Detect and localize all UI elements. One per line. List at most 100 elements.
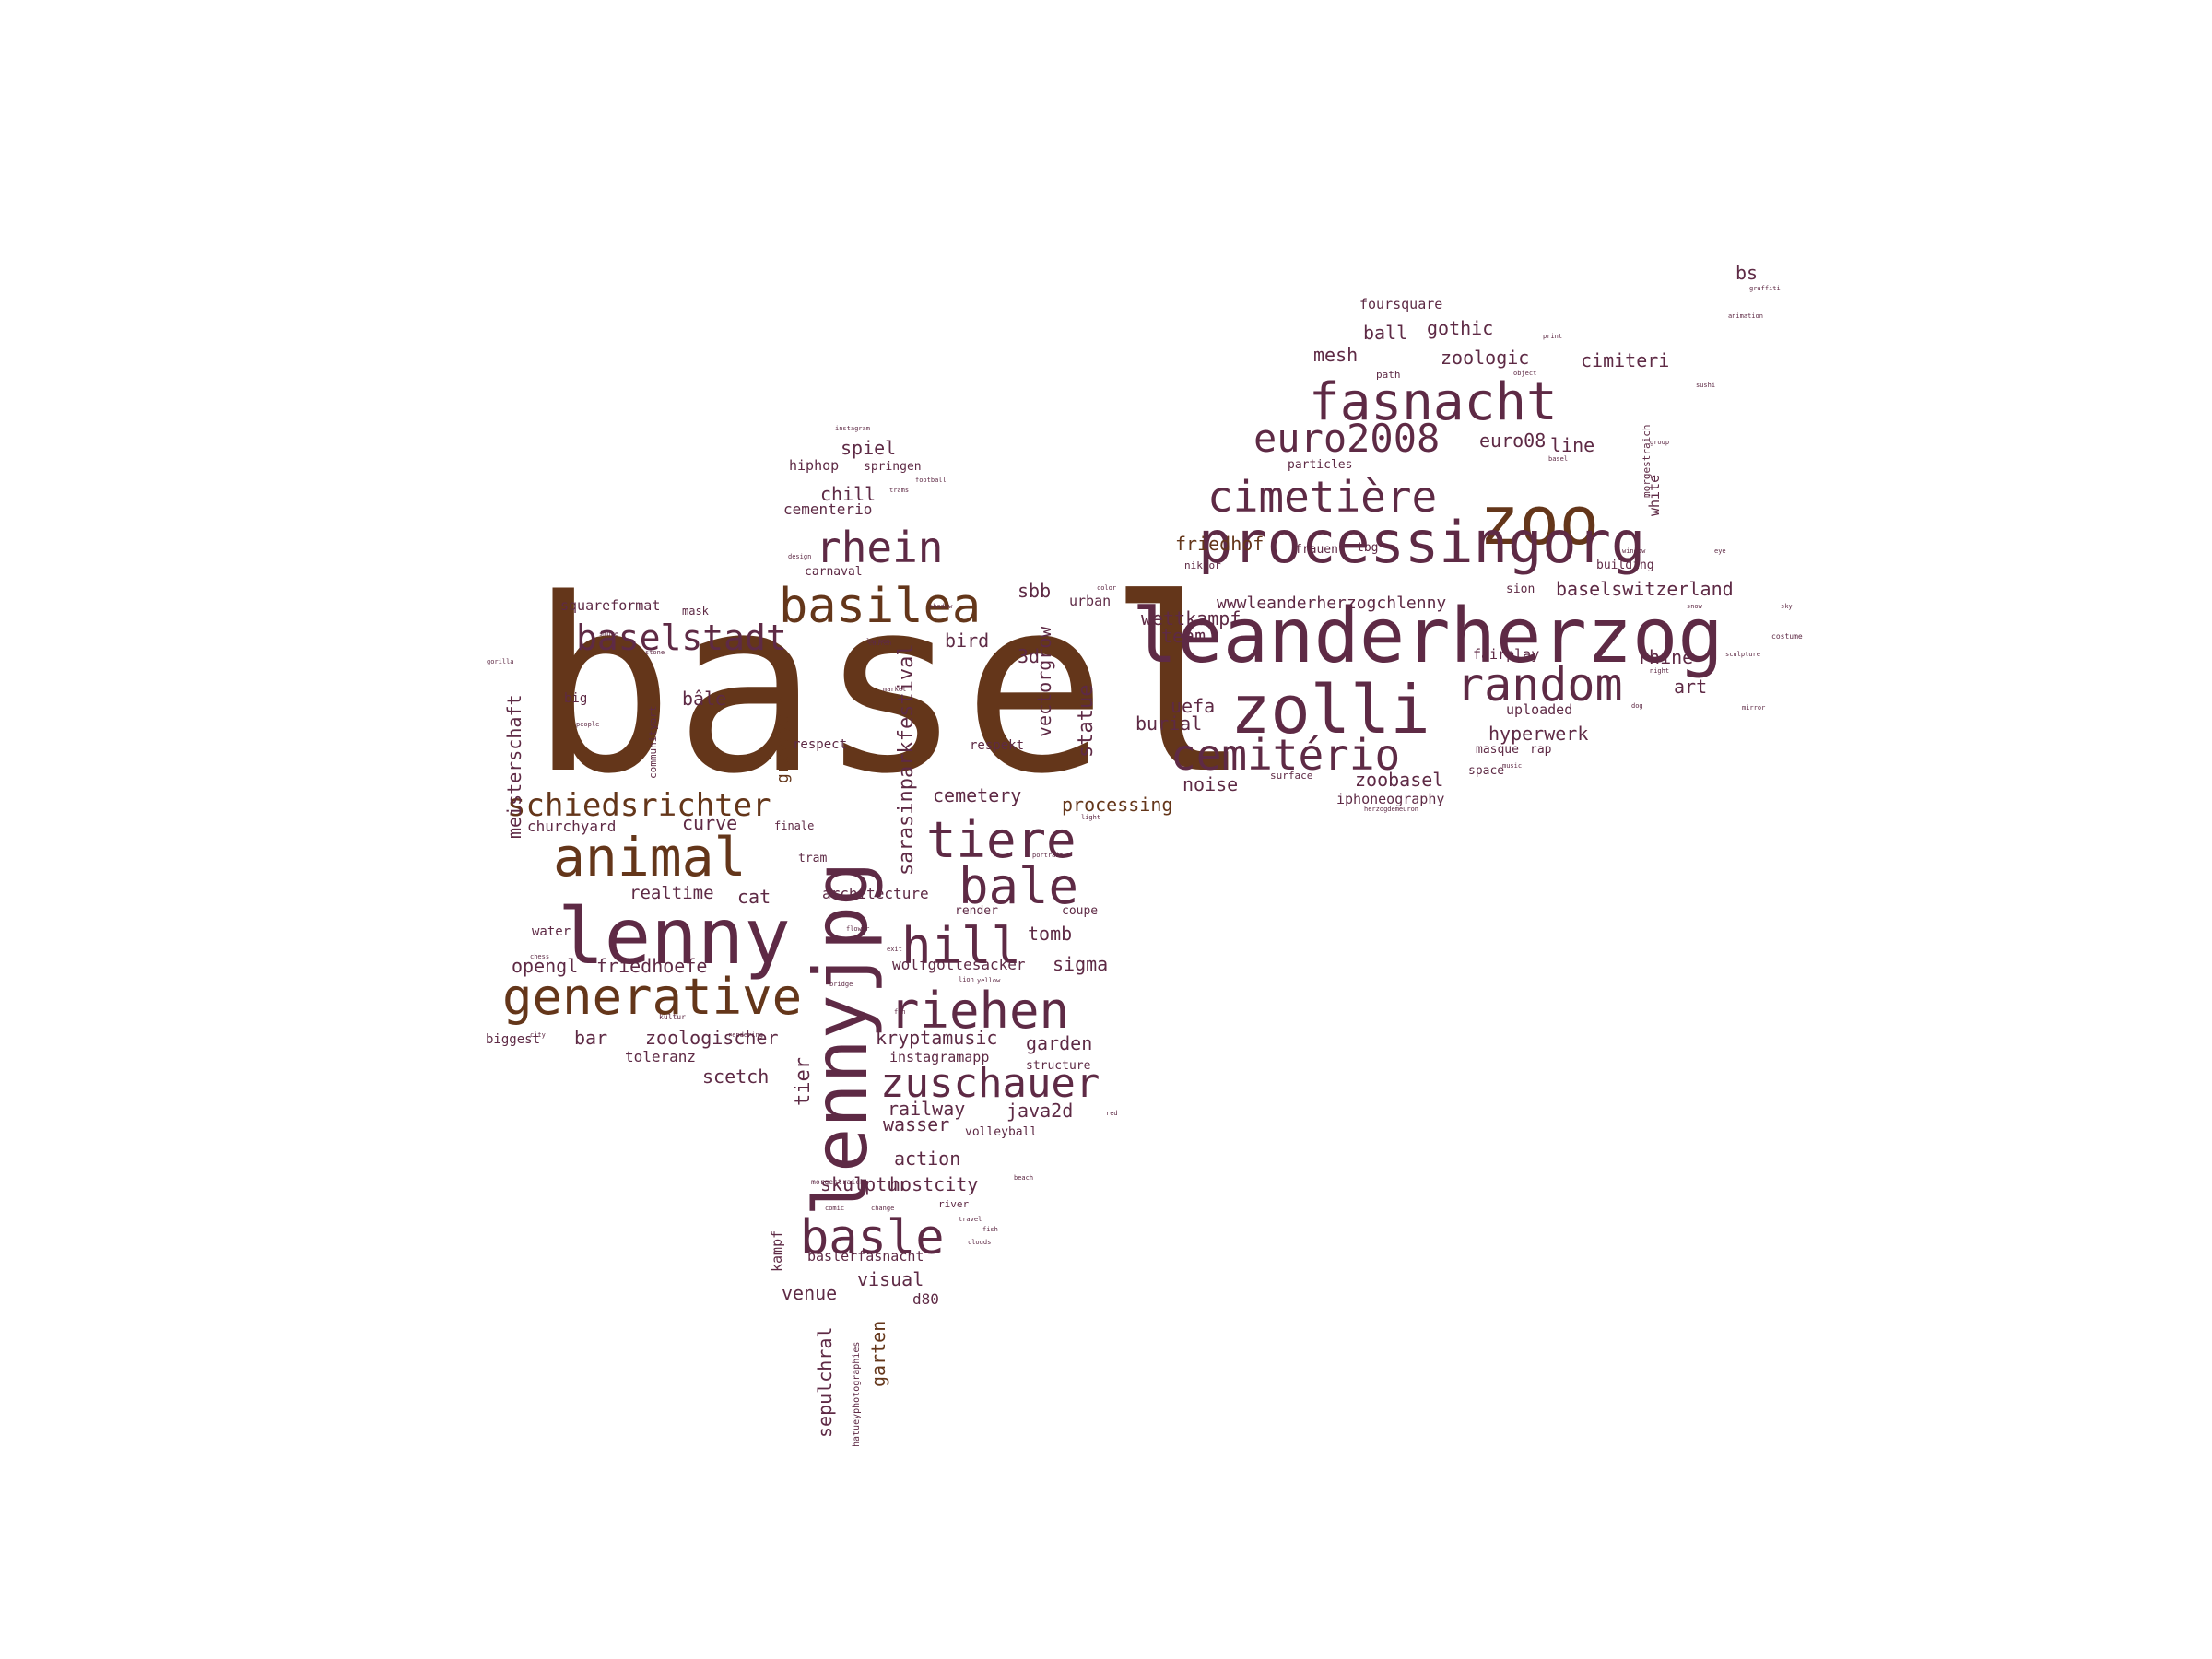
word-mask: mask [682,605,710,618]
word-costume: costume [1771,632,1803,641]
word-flower: flower [846,925,869,933]
word-kryptamusic: kryptamusic [876,1027,997,1049]
word-sarasinparkfestival: sarasinparkfestival [895,643,918,876]
word-scetch: scetch [702,1065,769,1088]
word-basel: basel [1548,455,1568,463]
word-surface: surface [1270,770,1312,782]
word-render: render [955,904,998,918]
word-smoke: smoke [599,630,618,638]
word-bar: bar [574,1027,607,1049]
word-football: football [915,477,947,484]
word-riehen: riehen [889,982,1069,1040]
word-baslerfasnacht: baslerfasnacht [807,1248,924,1265]
word-generative: generative [502,968,802,1026]
word-people: people [576,721,599,728]
word-sepulchral: sepulchral [814,1327,836,1438]
word-opengl: opengl [512,955,578,977]
word-instagram: instagram [835,425,870,432]
word-wettkampf: wettkampf [1141,607,1241,629]
word-baselstadt: baselstadt [576,618,787,658]
word-yellow: yellow [977,977,1001,984]
word-springen: springen [864,460,922,474]
word-tier: tier [792,1057,815,1106]
word-zoo: zoo [1479,482,1599,559]
word-zoologic: zoologic [1441,347,1529,369]
word-exit: exit [887,946,902,953]
word-fun: fun [894,1008,906,1016]
word-clouds: clouds [968,1239,991,1246]
word-respekt: respekt [970,738,1024,753]
word-venue: venue [782,1282,837,1304]
word-window: window [1622,547,1646,555]
word-lenny: lenny [558,891,791,982]
word-noise: noise [1182,773,1238,795]
word-chess: chess [530,953,549,960]
word-building: building [1596,559,1654,572]
word-zoobasel: zoobasel [1355,769,1443,791]
word-cat: cat [737,886,771,908]
word-processing: processing [1062,794,1172,816]
word-zoologischer: zoologischer [645,1027,779,1049]
word-chill: chill [820,483,876,505]
word-railway: railway [888,1098,965,1120]
word-euro2008: euro2008 [1253,416,1440,461]
word-spiel: spiel [841,437,896,459]
word-graveyard: graveyard [773,693,793,783]
word-sion: sion [1506,582,1535,596]
word-lion: lion [959,976,974,983]
word-carnaval: carnaval [805,565,863,579]
word-sushi: sushi [1696,382,1715,389]
word-ball: ball [1363,322,1407,344]
word-hill: hill [901,917,1021,975]
word-space: space [1468,764,1504,778]
word-squareformat: squareformat [560,597,660,614]
word-basel: basel [530,548,1252,827]
word-sigma: sigma [1053,953,1108,975]
word-shadow: shadow [929,603,953,610]
word-rhine: rhine [1638,646,1693,668]
word-structure: structure [1026,1059,1091,1073]
word-rap: rap [1530,743,1552,757]
word-change: change [871,1205,894,1212]
word-laufen: laufen [868,640,891,647]
word-uploaded: uploaded [1506,701,1572,718]
word-team: team [1161,625,1206,647]
word-urban: urban [1069,593,1111,609]
word-cimiteri: cimiteri [1581,349,1669,371]
word-water: water [532,924,571,939]
word-garden: garden [1026,1032,1092,1054]
word-portrait: portrait [1032,852,1064,859]
word-iphoneography: iphoneography [1336,791,1444,807]
word-kampf: kampf [769,1230,785,1272]
word-animal: animal [553,826,747,888]
word-statue: statue [1075,685,1098,758]
word-respect: respect [793,737,847,752]
word-river: river [938,1198,969,1210]
word-biggest: biggest [486,1032,540,1047]
word-night: night [1650,667,1669,675]
word-rendering: rendering [728,1031,763,1039]
word-dog: dog [1631,702,1643,710]
word-architecture: architecture [822,885,929,902]
word-sbb: sbb [1018,580,1051,602]
word-finale: finale [774,819,814,832]
word-tiere: tiere [926,811,1077,869]
word-random: random [1456,658,1623,712]
word-cemit-rio: cemitério [1171,730,1400,780]
word-volleyball: volleyball [965,1125,1037,1139]
word-fasnacht: fasnacht [1309,372,1558,432]
word-foursquare: foursquare [1359,296,1442,312]
word-mirror: mirror [1742,704,1765,712]
word-basle: basle [800,1210,945,1265]
word-cemetery: cemetery [933,784,1021,806]
word-coupe: coupe [1062,904,1098,918]
word-bridge: bridge [830,981,853,988]
word-beach: beach [1014,1174,1033,1182]
word-rhein: rhein [816,523,943,572]
word-garten: garten [867,1321,889,1387]
word-hostcity: hostcity [889,1173,978,1195]
word-mesh: mesh [1313,344,1358,366]
word-frauen: frauen [1295,543,1338,557]
word-herzogdemeuron: herzogdemeuron [1364,806,1418,813]
word-realtime: realtime [629,883,714,903]
